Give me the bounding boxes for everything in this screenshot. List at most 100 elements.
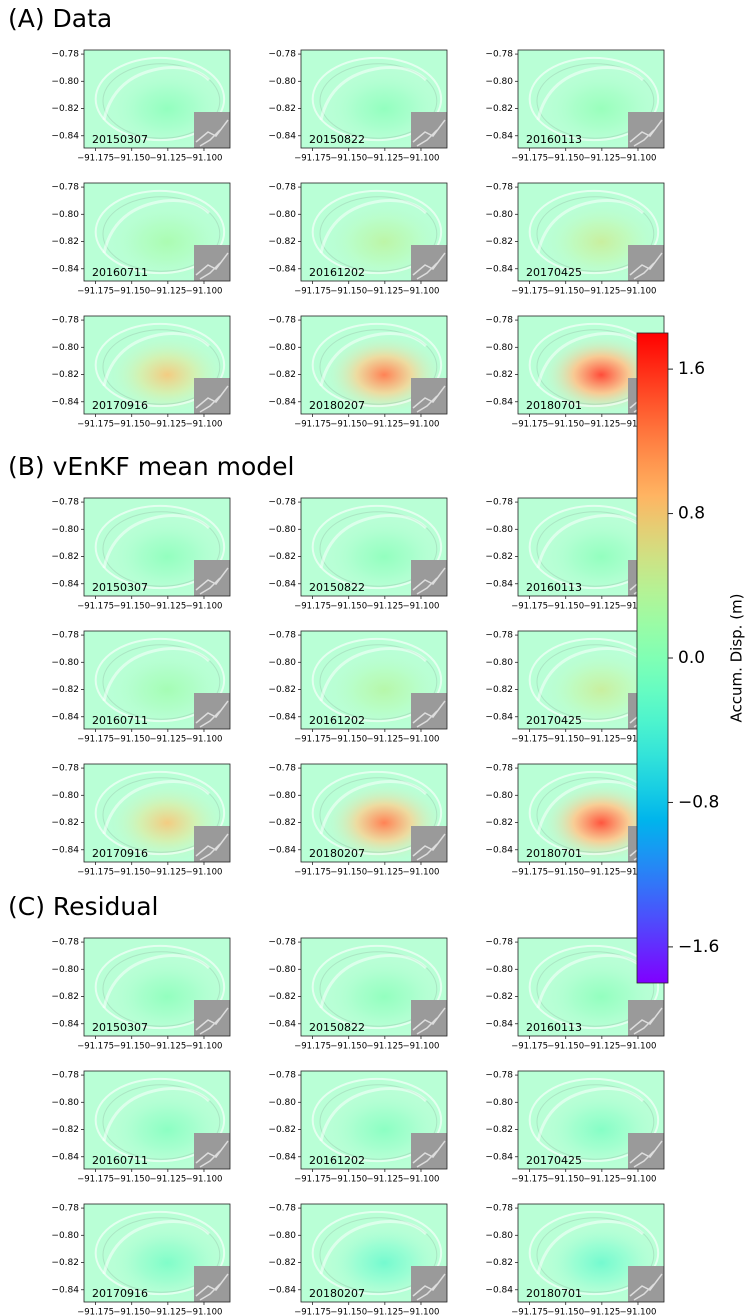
date-label: 20170916	[92, 847, 148, 860]
map-panel: 20161202−0.78−0.80−0.82−0.84−91.175 −91.1…	[268, 183, 448, 297]
map-panel: 20160113−0.78−0.80−0.82−0.84−91.175 −91.1…	[485, 938, 665, 1052]
y-tick-label: −0.84	[51, 131, 79, 141]
hillshade-inset	[628, 112, 664, 148]
hillshade-inset	[411, 245, 447, 281]
x-tick-label: −91.100	[186, 420, 223, 430]
y-tick-label: −0.82	[485, 992, 513, 1002]
y-tick-label: −0.84	[268, 131, 296, 141]
crater-rim-shadow	[102, 951, 221, 1027]
caldera-ridge	[102, 332, 211, 387]
caldera-ridge	[319, 647, 428, 702]
x-tick-label: −91.100	[403, 1308, 440, 1316]
x-tick-label: −91.125	[583, 602, 620, 612]
y-tick-label: −0.78	[268, 631, 296, 641]
y-tick-label: −0.80	[485, 343, 513, 353]
hillshade-texture	[195, 1140, 229, 1168]
x-tick-label: −91.175	[511, 1042, 548, 1052]
x-tick-label: −91.150	[330, 1175, 367, 1185]
x-tick-label: −91.175	[294, 287, 331, 297]
y-tick-label: −0.78	[268, 1071, 296, 1081]
date-label: 20160113	[526, 581, 582, 594]
y-tick-label: −0.80	[268, 1098, 296, 1108]
x-tick-label: −91.125	[583, 1308, 620, 1316]
hillshade-texture	[195, 1007, 229, 1035]
y-tick-label: −0.78	[268, 183, 296, 193]
y-tick-label: −0.78	[51, 938, 79, 948]
date-label: 20150307	[92, 133, 148, 146]
crater-rim	[94, 637, 226, 723]
y-tick-label: −0.82	[51, 552, 79, 562]
axes-frame	[83, 182, 231, 282]
colorbar-label: Accum. Disp. (m)	[728, 593, 746, 722]
x-tick-label: −91.125	[366, 868, 403, 878]
y-tick-label: −0.82	[268, 104, 296, 114]
crater-rim-shadow	[536, 1217, 655, 1293]
hillshade-texture	[629, 1273, 663, 1301]
date-label: 20150822	[309, 133, 365, 146]
date-label: 20150822	[309, 581, 365, 594]
date-label: 20160113	[526, 133, 582, 146]
hillshade-inset	[194, 560, 230, 596]
y-tick-label: −0.84	[485, 712, 513, 722]
date-label: 20180701	[526, 399, 582, 412]
y-tick-label: −0.84	[51, 397, 79, 407]
y-tick-label: −0.82	[485, 104, 513, 114]
map-panel: 20150307−0.78−0.80−0.82−0.84−91.175 −91.1…	[51, 50, 231, 164]
axes-frame	[517, 182, 665, 282]
y-tick-label: −0.82	[268, 1125, 296, 1135]
x-tick-label: −91.150	[330, 602, 367, 612]
y-tick-label: −0.78	[485, 1204, 513, 1214]
date-label: 20180207	[309, 847, 365, 860]
y-tick-label: −0.82	[268, 1258, 296, 1268]
y-tick-label: −0.82	[485, 552, 513, 562]
y-tick-label: −0.80	[268, 343, 296, 353]
map-panel: 20161202−0.78−0.80−0.82−0.84−91.175 −91.1…	[268, 631, 448, 745]
x-tick-label: −91.150	[330, 420, 367, 430]
y-tick-label: −0.82	[51, 992, 79, 1002]
x-tick-label: −91.100	[620, 154, 657, 164]
colorbar-tick-label: −1.6	[678, 937, 719, 957]
x-tick-label: −91.100	[186, 1175, 223, 1185]
map-panel: 20150307−0.78−0.80−0.82−0.84−91.175 −91.1…	[51, 498, 231, 612]
x-tick-label: −91.150	[113, 287, 150, 297]
hillshade-texture	[195, 1273, 229, 1301]
x-tick-label: −91.175	[77, 287, 114, 297]
map-panel: 20170916−0.78−0.80−0.82−0.84−91.175 −91.1…	[51, 316, 231, 430]
map-panel: 20160113−0.78−0.80−0.82−0.84−91.175 −91.1…	[485, 50, 665, 164]
x-tick-label: −91.150	[547, 1308, 584, 1316]
y-tick-label: −0.84	[485, 131, 513, 141]
crater-rim-shadow	[319, 329, 438, 405]
y-tick-label: −0.80	[268, 965, 296, 975]
hillshade-texture	[412, 1273, 446, 1301]
x-tick-label: −91.150	[547, 735, 584, 745]
map-panel: 20180207−0.78−0.80−0.82−0.84−91.175 −91.1…	[268, 764, 448, 878]
y-tick-label: −0.80	[485, 658, 513, 668]
x-tick-label: −91.175	[77, 1308, 114, 1316]
x-tick-label: −91.150	[330, 287, 367, 297]
caldera-ridge	[102, 780, 211, 835]
hillshade-inset	[194, 693, 230, 729]
y-tick-label: −0.80	[268, 791, 296, 801]
hillshade-texture	[195, 119, 229, 147]
crater-rim-shadow	[102, 329, 221, 405]
x-tick-label: −91.175	[294, 1175, 331, 1185]
y-tick-label: −0.78	[268, 764, 296, 774]
crater-rim-shadow	[102, 196, 221, 272]
caldera-ridge	[536, 780, 645, 835]
axes-frame	[300, 315, 448, 415]
hillshade-inset	[411, 1266, 447, 1302]
x-tick-label: −91.125	[149, 868, 186, 878]
caldera-ridge	[536, 332, 645, 387]
crater-rim-shadow	[319, 951, 438, 1027]
y-tick-label: −0.82	[51, 1125, 79, 1135]
crater-rim-shadow	[319, 63, 438, 139]
hillshade-inset	[411, 1133, 447, 1169]
axes-frame	[517, 1203, 665, 1303]
y-tick-label: −0.82	[268, 685, 296, 695]
x-tick-label: −91.150	[330, 1308, 367, 1316]
crater-rim-shadow	[536, 196, 655, 272]
y-tick-label: −0.78	[485, 631, 513, 641]
x-tick-label: −91.100	[186, 868, 223, 878]
y-tick-label: −0.82	[51, 104, 79, 114]
y-tick-label: −0.80	[268, 658, 296, 668]
